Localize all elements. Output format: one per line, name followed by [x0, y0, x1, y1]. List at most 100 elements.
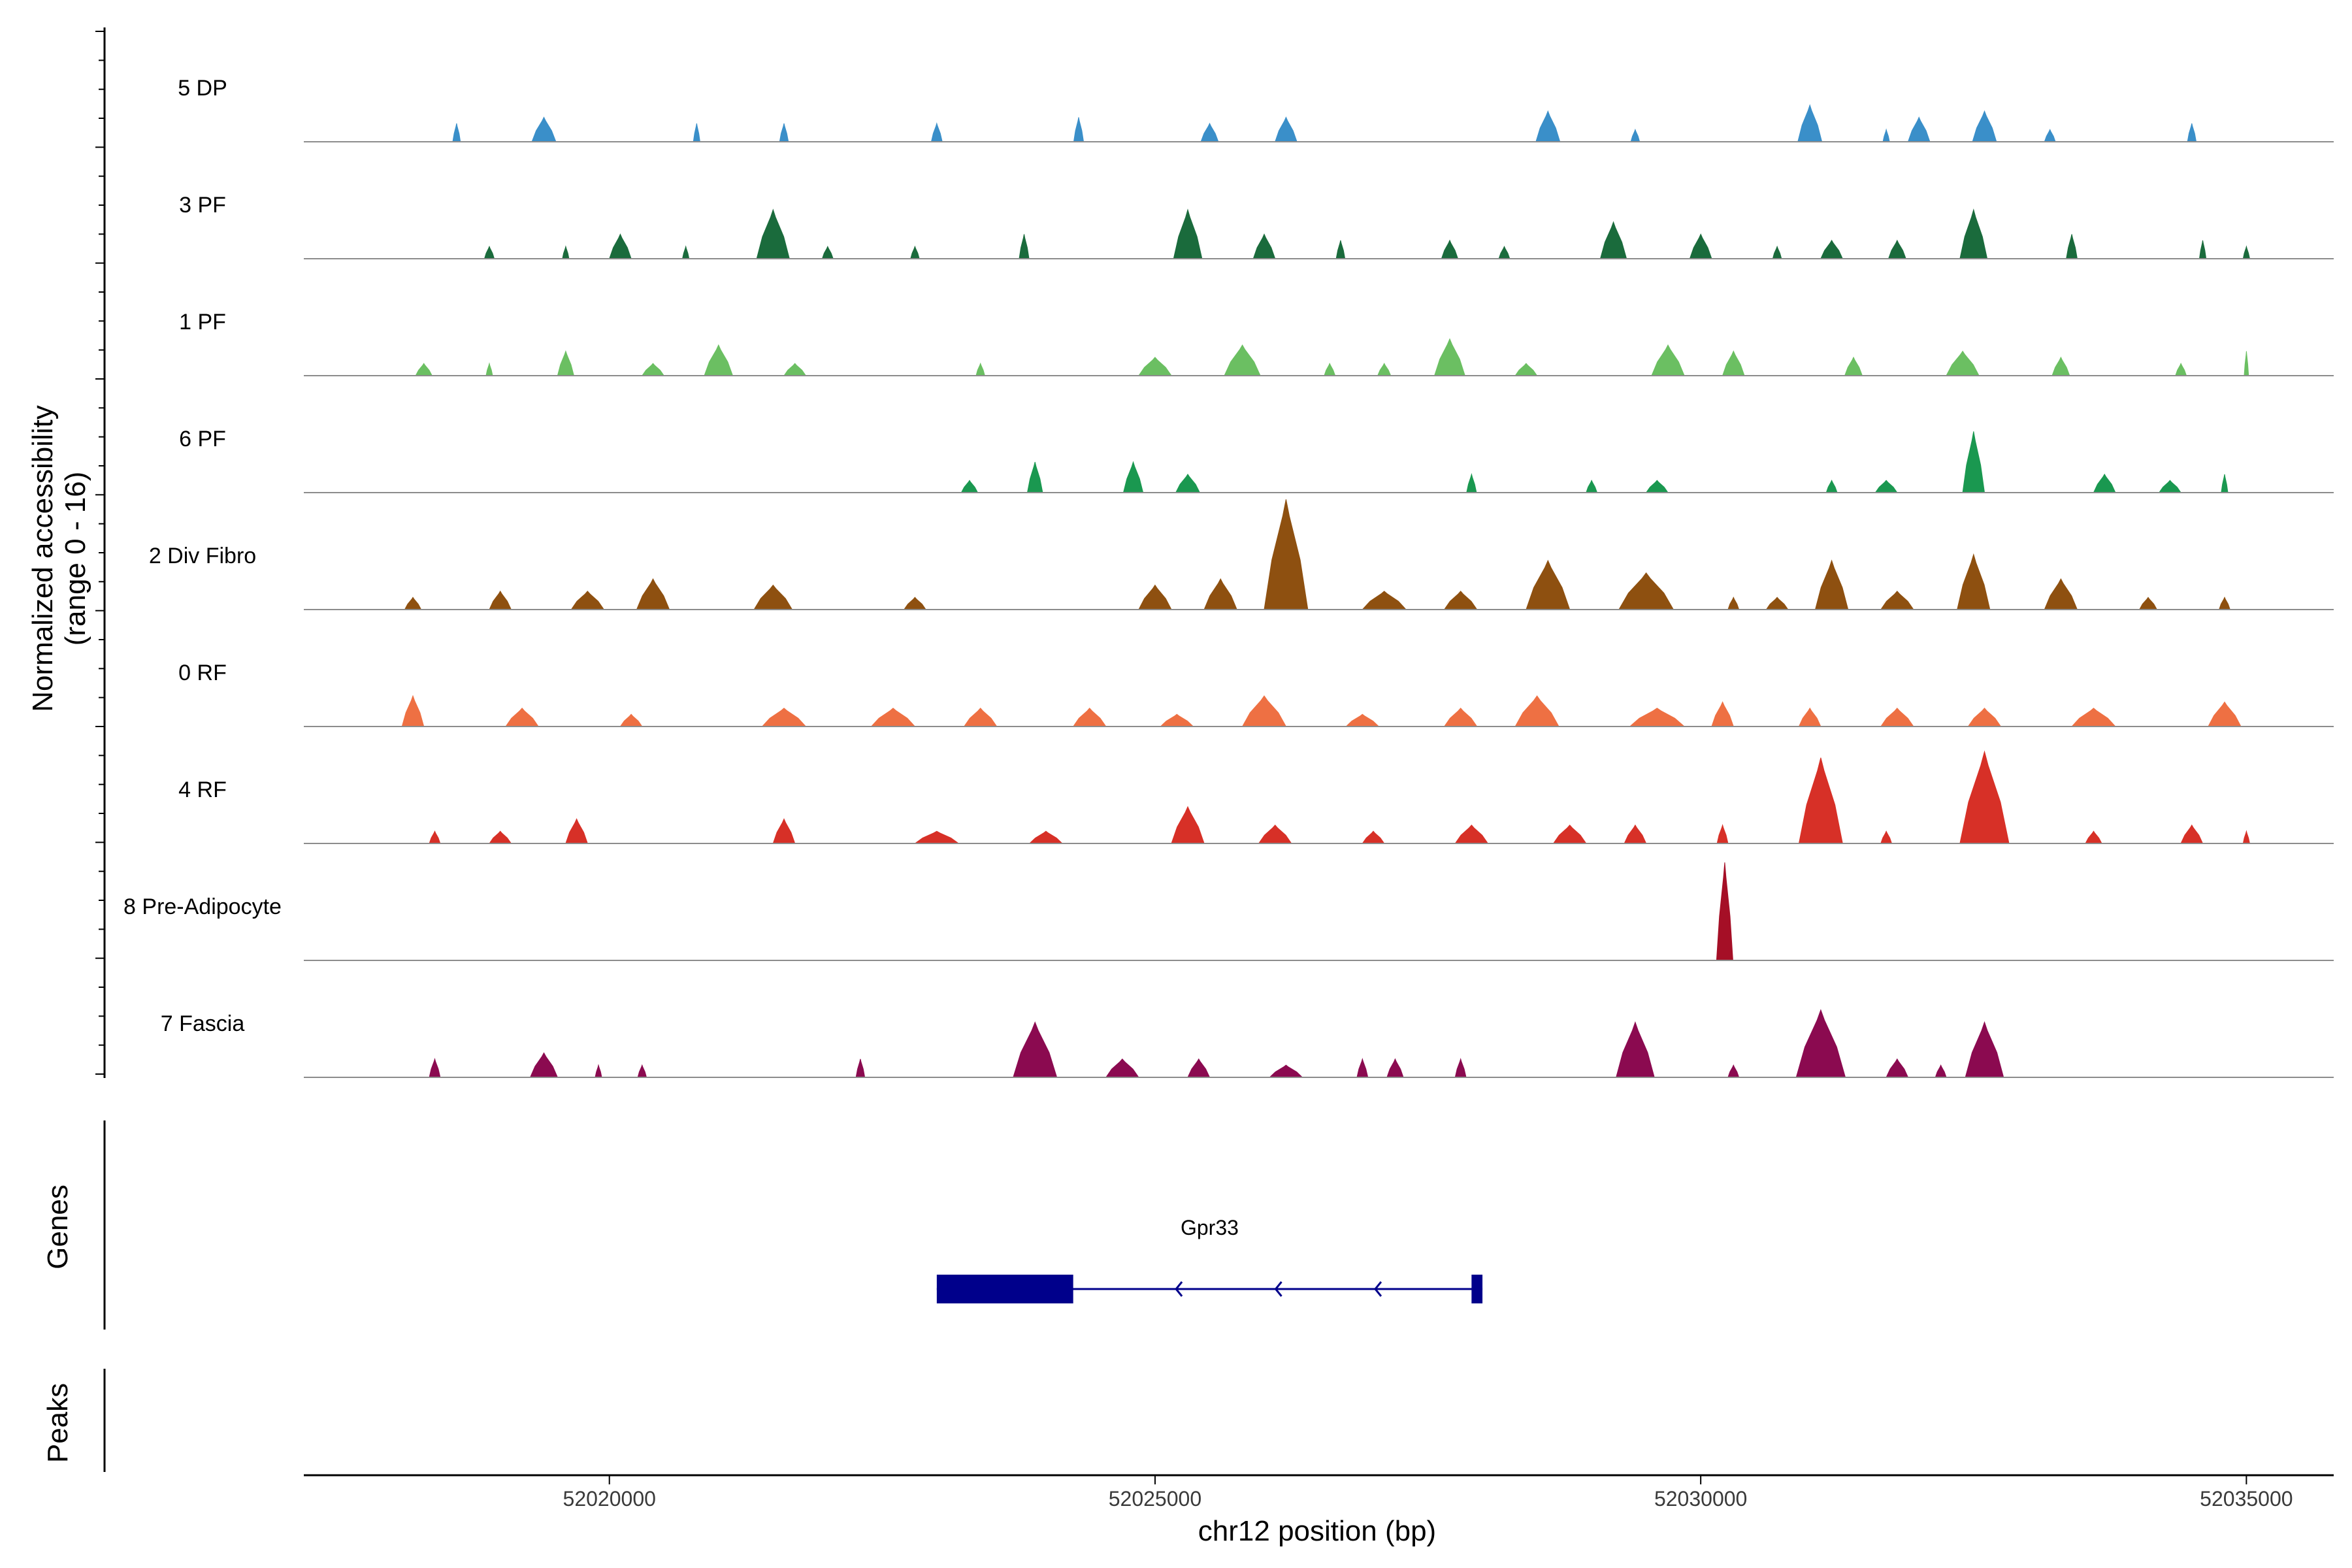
peak: [1137, 357, 1172, 376]
peak: [1882, 128, 1890, 142]
peak: [1441, 239, 1459, 259]
track-label: 3 PF: [179, 193, 226, 218]
peak: [2221, 474, 2229, 493]
y-axis-title-line2: (range 0 - 16): [59, 472, 91, 646]
peak: [1959, 208, 1988, 259]
peak: [452, 123, 461, 142]
x-tick-label: 52035000: [2200, 1487, 2293, 1511]
peak: [903, 596, 927, 610]
peak: [562, 245, 570, 259]
peak: [2093, 473, 2116, 493]
peak: [1345, 713, 1380, 727]
peak: [1433, 338, 1465, 376]
peak: [1498, 246, 1511, 259]
peak: [557, 350, 575, 376]
genes-panel-title: Genes: [42, 1184, 74, 1269]
peak: [1454, 1058, 1467, 1078]
x-tick-label: 52020000: [563, 1487, 656, 1511]
peak: [910, 245, 920, 259]
peak: [2070, 708, 2117, 727]
peak: [1844, 356, 1863, 376]
peak: [1618, 572, 1674, 610]
peak: [415, 363, 433, 376]
peak: [429, 1058, 441, 1078]
track-label: 2 Div Fibro: [149, 544, 256, 568]
peak: [1959, 750, 2010, 844]
peak: [531, 116, 557, 142]
strand-chevron: [1373, 1281, 1382, 1297]
peak: [1722, 350, 1745, 376]
peak: [1645, 480, 1669, 493]
peaks-title: Peaks: [42, 1383, 74, 1463]
peak: [2242, 245, 2251, 259]
peak: [1599, 221, 1627, 259]
peak: [1073, 117, 1085, 142]
x-tick-label: 52030000: [1654, 1487, 1747, 1511]
peak: [772, 818, 796, 844]
peak: [1651, 344, 1685, 376]
peak: [1711, 701, 1735, 727]
peak: [1886, 1058, 1909, 1078]
peak: [761, 708, 807, 727]
track-0-rf: 0 RF: [178, 661, 2334, 727]
peak: [2244, 351, 2249, 376]
peak: [1795, 1009, 1846, 1078]
peak: [1203, 578, 1237, 610]
peak: [1466, 473, 1477, 493]
peak: [1962, 431, 1985, 493]
tracks-group: 5 DP 3 PF 1 PF 6 PF 2 Div Fibro 0 RF 4 RF 8 Pre…: [123, 76, 2334, 1078]
peak: [1443, 591, 1478, 610]
peak: [1105, 1058, 1139, 1078]
genes-title: Genes: [42, 1184, 74, 1269]
peak: [1514, 695, 1560, 727]
peak: [1957, 553, 1991, 610]
peak: [619, 713, 643, 727]
peak: [1727, 596, 1740, 610]
peak: [753, 584, 793, 610]
peak: [401, 694, 425, 727]
peak: [1274, 116, 1298, 142]
track-label: 8 Pre-Adipocyte: [123, 894, 282, 919]
peak: [1187, 1058, 1211, 1078]
peak: [756, 208, 790, 259]
track-2-div-fibro: 2 Div Fibro: [149, 499, 2334, 610]
peak: [1552, 825, 1587, 844]
peak: [1689, 233, 1712, 259]
peak: [2180, 824, 2204, 844]
y-axis-title-line1: Normalized accessibility: [27, 405, 59, 711]
peak: [1514, 363, 1538, 376]
track-5-dp: 5 DP: [178, 76, 2334, 142]
peak: [1362, 591, 1407, 610]
peak: [1258, 825, 1292, 844]
peak: [1160, 713, 1194, 727]
peak: [1324, 363, 1336, 376]
x-axis: 52020000 52025000 52030000 52035000: [304, 1474, 2334, 1511]
peak: [2051, 356, 2070, 376]
track-7-fascia: 7 Fascia: [161, 1009, 2334, 1078]
peak: [485, 362, 493, 376]
peak: [641, 363, 665, 376]
peak: [565, 818, 589, 844]
left-axes: [95, 27, 106, 1472]
peak: [1616, 1021, 1655, 1078]
peak: [1122, 461, 1144, 493]
peak: [489, 590, 512, 610]
peak: [429, 830, 441, 844]
peak: [489, 830, 512, 844]
peak: [1200, 122, 1219, 142]
peak: [1586, 480, 1598, 493]
peak: [1907, 116, 1931, 142]
peak: [1716, 862, 1733, 961]
peak: [704, 344, 734, 376]
peak: [1765, 596, 1789, 610]
peak: [1880, 708, 1914, 727]
track-label: 1 PF: [179, 310, 226, 335]
peak: [1630, 128, 1641, 142]
peak: [404, 596, 422, 610]
peak: [1946, 350, 1980, 376]
peak: [1825, 480, 1838, 493]
peak: [1335, 240, 1346, 259]
x-tick-label: 52025000: [1109, 1487, 1201, 1511]
x-axis-title: chr12 position (bp): [1198, 1515, 1436, 1547]
track-1-pf: 1 PF: [179, 310, 2334, 376]
